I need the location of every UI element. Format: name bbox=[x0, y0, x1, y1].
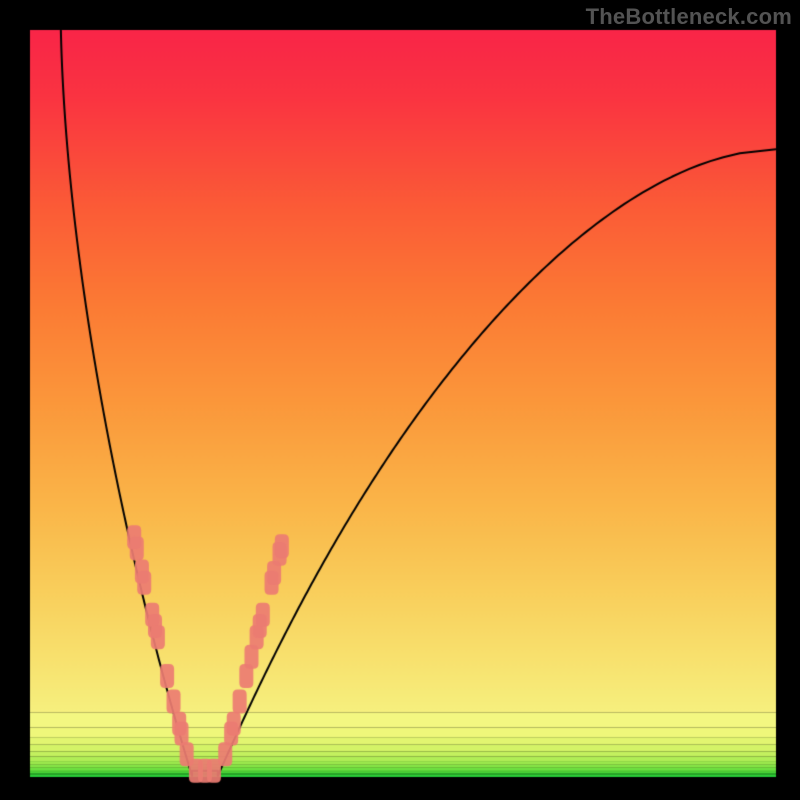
bottleneck-curve-chart bbox=[0, 0, 800, 800]
chart-container: { "watermark": { "text": "TheBottleneck.… bbox=[0, 0, 800, 800]
